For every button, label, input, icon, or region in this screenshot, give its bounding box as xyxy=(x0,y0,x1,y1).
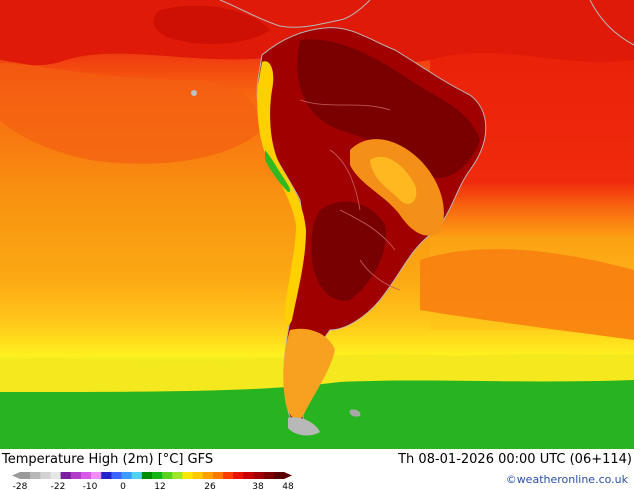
legend-swatch xyxy=(121,472,132,479)
legend-swatch xyxy=(263,472,275,479)
falklands xyxy=(349,409,361,417)
caribbean-coast xyxy=(219,0,371,28)
legend-tick-label: -10 xyxy=(83,482,98,490)
amazon-hot-core xyxy=(297,39,480,179)
north-dark-blob xyxy=(153,5,270,44)
valid-time: Th 08-01-2026 00:00 UTC (06+114) xyxy=(398,452,632,467)
legend-tick-label: -28 xyxy=(13,482,28,490)
legend-swatch xyxy=(50,472,61,479)
legend-tick-label: 38 xyxy=(252,482,264,490)
legend-swatch xyxy=(162,472,173,479)
legend-swatch xyxy=(172,472,183,479)
africa-coast xyxy=(589,0,634,46)
south-atlantic-orange xyxy=(420,249,634,340)
legend-tick-label: 12 xyxy=(154,482,165,490)
color-legend: -28 -22 -10 0 12 26 38 48 xyxy=(12,472,294,490)
legend-tick-label: 48 xyxy=(282,482,294,490)
legend-swatch xyxy=(60,472,72,479)
legend-swatch xyxy=(101,472,112,479)
legend-swatch xyxy=(70,472,82,479)
brazil-borders xyxy=(299,99,401,291)
patagonia-warm xyxy=(283,328,335,420)
legend-swatch xyxy=(233,472,244,479)
legend-tick-label: 26 xyxy=(204,482,216,490)
legend-tick-label: 0 xyxy=(120,482,126,490)
legend-swatch xyxy=(202,472,214,479)
legend-swatch xyxy=(253,472,264,479)
map-title: Temperature High (2m) [°C] GFS xyxy=(2,452,214,467)
legend-swatch xyxy=(273,472,285,479)
brazil-plateau-core xyxy=(370,156,417,205)
legend-swatch xyxy=(30,472,41,479)
southern-green-belt xyxy=(0,375,634,449)
legend-swatch xyxy=(131,472,143,479)
legend-swatch xyxy=(212,472,224,479)
legend-swatch xyxy=(243,472,254,479)
legend-swatch xyxy=(91,472,102,479)
legend-tick-label: -22 xyxy=(51,482,66,490)
pacific-orange-patch xyxy=(0,60,262,164)
legend-swatch xyxy=(192,472,204,479)
legend-arrow-low xyxy=(12,472,20,479)
temperature-map xyxy=(0,0,634,449)
tierra-del-fuego xyxy=(288,417,320,436)
legend-swatch xyxy=(141,472,153,479)
galapagos xyxy=(191,90,197,96)
legend-swatch xyxy=(152,472,163,479)
legend-swatch xyxy=(182,472,193,479)
legend-swatch xyxy=(80,472,92,479)
legend-arrow-high xyxy=(284,472,292,479)
legend-swatch xyxy=(111,472,122,479)
legend-swatch xyxy=(223,472,234,479)
andes-yellow-strip xyxy=(257,61,306,326)
legend-swatch xyxy=(20,472,31,479)
chaco-hot-core xyxy=(311,201,386,301)
legend-swatch xyxy=(40,472,51,479)
credit-link[interactable]: ©weatheronline.co.uk xyxy=(505,473,628,486)
andes-green-strip xyxy=(265,150,291,192)
map-footer: Temperature High (2m) [°C] GFS Th 08-01-… xyxy=(0,449,634,490)
